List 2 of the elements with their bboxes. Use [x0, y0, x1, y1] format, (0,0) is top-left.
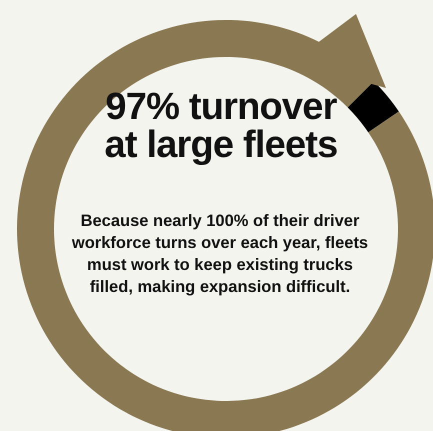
- text: Because nearly 100% of their driver workforce turns over each year, fleets must work to keep existing trucks filled, making expansion difficult.: [70, 211, 370, 298]
- text: 97% turnover at large fleets: [104, 86, 338, 166]
